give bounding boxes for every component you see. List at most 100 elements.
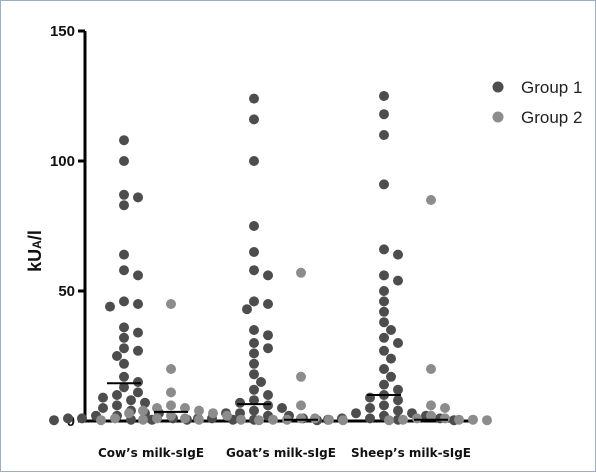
data-point [256, 377, 266, 387]
y-tick-label: 100 [50, 153, 75, 170]
legend: Group 1 Group 2 [492, 78, 582, 127]
data-point [379, 400, 389, 411]
data-point [133, 327, 143, 338]
data-point [119, 249, 129, 260]
data-point [166, 400, 176, 411]
axes [83, 31, 469, 423]
data-point [222, 410, 232, 421]
data-point [254, 415, 264, 426]
data-point [112, 351, 122, 361]
data-point [119, 156, 129, 166]
data-point [119, 296, 129, 307]
y-tick-label: 50 [58, 283, 75, 300]
legend-marker [492, 81, 504, 93]
data-point [112, 400, 122, 411]
x-category-label: Sheep’s milk-sIgE [351, 446, 471, 460]
data-point [338, 415, 348, 426]
data-point [166, 299, 176, 309]
legend-marker [492, 111, 504, 123]
data-point [398, 414, 408, 425]
data-point [249, 93, 259, 104]
data-point [249, 358, 259, 369]
data-point [249, 114, 259, 125]
data-point [296, 400, 306, 411]
data-point [379, 270, 389, 281]
data-point [249, 348, 259, 359]
data-point [235, 397, 245, 408]
data-point [263, 343, 273, 354]
data-point [393, 395, 403, 406]
data-point [263, 299, 273, 309]
data-point [119, 135, 129, 146]
data-point [133, 192, 143, 203]
legend-label: Group 1 [521, 78, 582, 97]
data-point [379, 91, 389, 101]
data-point [138, 414, 148, 425]
data-point [96, 415, 106, 426]
data-points [49, 91, 492, 426]
data-point [379, 109, 389, 120]
data-point [236, 414, 246, 425]
y-tick-label: 150 [50, 23, 75, 40]
data-point [379, 379, 389, 390]
data-point [119, 382, 129, 393]
data-point [379, 306, 389, 317]
data-point [393, 384, 403, 395]
data-point [426, 400, 436, 411]
data-point [384, 415, 394, 426]
data-point [249, 384, 259, 395]
data-point [296, 413, 306, 424]
data-point [77, 413, 87, 424]
data-point [124, 408, 134, 419]
data-point [379, 345, 389, 356]
data-point [310, 413, 320, 424]
data-point [393, 275, 403, 286]
data-point [242, 304, 252, 315]
data-point [426, 364, 436, 374]
data-point [365, 413, 375, 424]
median-lines [107, 382, 448, 421]
data-point [208, 408, 218, 419]
data-point [379, 286, 389, 296]
data-point [249, 405, 259, 416]
data-point [140, 397, 150, 408]
data-point [379, 332, 389, 343]
data-point [379, 244, 389, 255]
data-point [386, 325, 396, 335]
data-point [249, 325, 259, 335]
data-point [166, 387, 176, 398]
data-point [386, 353, 396, 364]
data-point [126, 395, 136, 406]
data-point [393, 338, 403, 348]
data-point [393, 405, 403, 416]
data-point [379, 364, 389, 374]
data-point [277, 403, 287, 413]
data-point [379, 317, 389, 328]
data-point [249, 247, 259, 257]
data-point [268, 414, 278, 425]
data-point [249, 265, 259, 276]
data-point [180, 413, 190, 424]
data-point [351, 408, 361, 419]
data-point [133, 299, 143, 309]
data-point [296, 371, 306, 382]
data-point [98, 392, 108, 403]
data-point [98, 403, 108, 413]
data-point [324, 414, 334, 425]
data-point [412, 413, 422, 424]
data-point [365, 403, 375, 413]
x-tick-labels: Cow’s milk-sIgE Goat’s milk-sIgE Sheep’s m… [98, 446, 471, 460]
data-point [468, 414, 478, 425]
data-point [119, 200, 129, 211]
data-point [194, 414, 204, 425]
data-point [249, 338, 259, 348]
data-point [249, 296, 259, 307]
data-point [426, 410, 436, 421]
data-point [119, 189, 129, 200]
data-point [110, 413, 120, 424]
data-point [166, 364, 176, 374]
data-point [133, 377, 143, 387]
data-point [379, 179, 389, 190]
data-point [112, 390, 122, 400]
